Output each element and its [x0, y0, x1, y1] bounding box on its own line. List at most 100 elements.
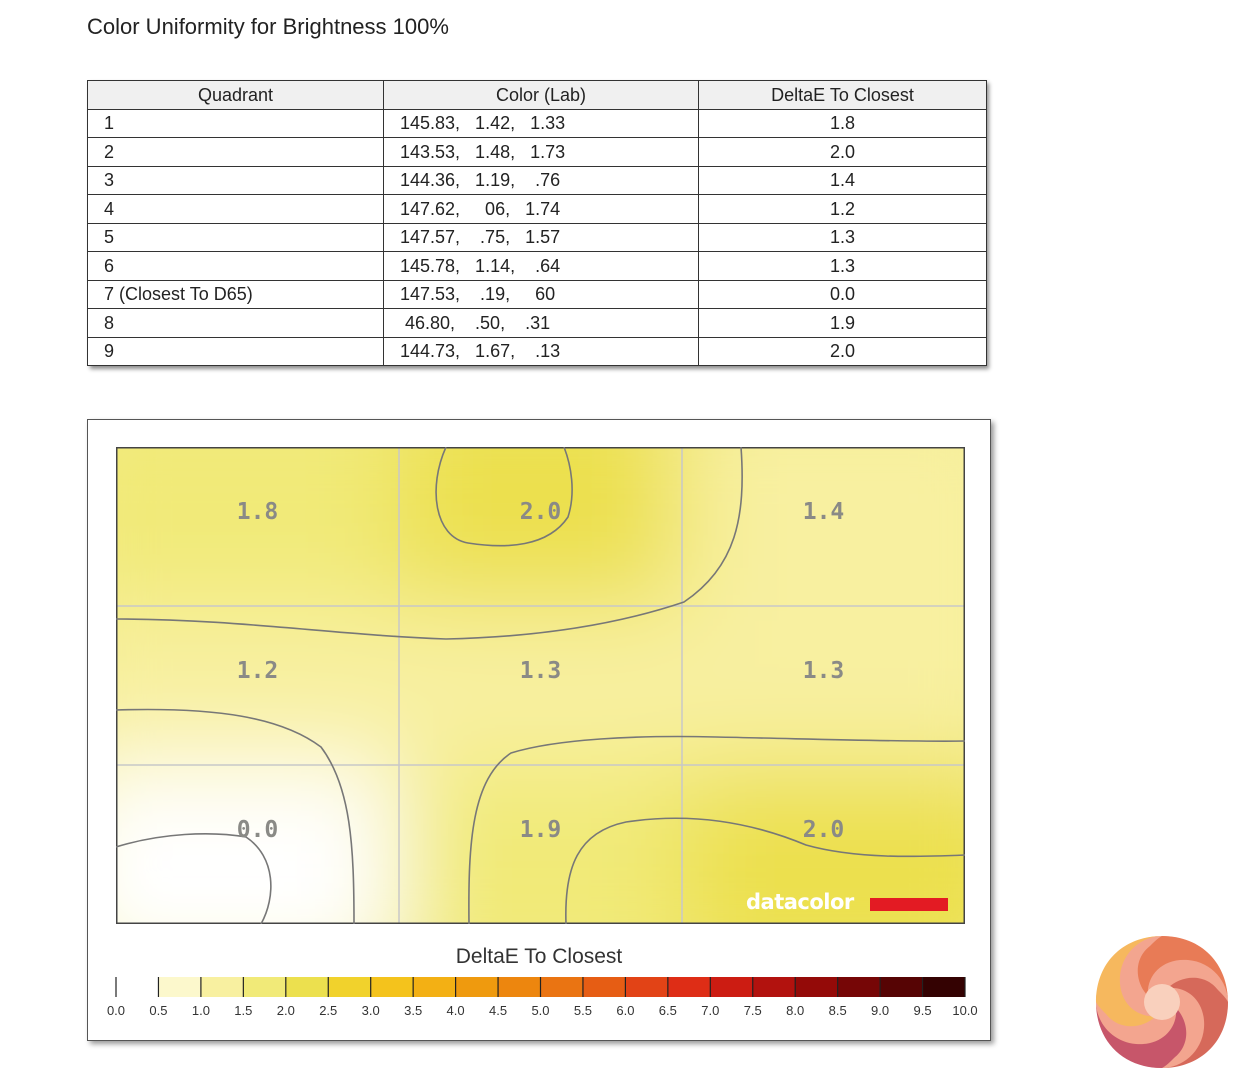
scale-segment [582, 977, 626, 997]
cell-deltae: 1.2 [698, 194, 987, 224]
cell-lab: 143.53, 1.48, 1.73 [383, 137, 699, 167]
scale-segment [880, 977, 924, 997]
scale-segment [625, 977, 669, 997]
scale-segment [540, 977, 584, 997]
scale-tick-label: 5.0 [531, 1003, 549, 1018]
scale-tick-label: 7.5 [744, 1003, 762, 1018]
scale-tick-label: 0.0 [107, 1003, 125, 1018]
scale-tick-label: 2.5 [319, 1003, 337, 1018]
scale-segment [922, 977, 966, 997]
scale-tick-label: 3.0 [362, 1003, 380, 1018]
contour-line [116, 708, 355, 924]
scale-tick-label: 8.0 [786, 1003, 804, 1018]
cell-value-label: 2.0 [520, 499, 562, 525]
uniformity-heatmap: 1.8 2.0 1.4 1.2 1.3 1.3 0.0 1.9 2.0 [116, 447, 965, 924]
table-row: 1 145.83, 1.42, 1.33 1.8 [87, 108, 987, 138]
cell-lab: 46.80, .50, .31 [383, 308, 699, 338]
scale-segment [370, 977, 414, 997]
heatmap-hotspot [116, 824, 271, 924]
cell-deltae: 2.0 [698, 336, 987, 366]
table-row: 8 46.80, .50, .31 1.9 [87, 308, 987, 338]
uniformity-chart-panel: 1.8 2.0 1.4 1.2 1.3 1.3 0.0 1.9 2.0 datacolor De… [87, 419, 991, 1041]
scale-segment [158, 977, 202, 997]
header-deltae: DeltaE To Closest [698, 80, 987, 110]
cell-quadrant: 7 (Closest To D65) [87, 279, 384, 309]
table-row: 6 145.78, 1.14, .64 1.3 [87, 251, 987, 281]
table-row: 4 147.62, 06, 1.74 1.2 [87, 194, 987, 224]
scale-segment [710, 977, 754, 997]
cell-value-label: 1.9 [520, 817, 562, 843]
cell-deltae: 1.4 [698, 165, 987, 195]
cell-quadrant: 1 [87, 108, 384, 138]
cell-lab: 145.78, 1.14, .64 [383, 251, 699, 281]
cell-quadrant: 4 [87, 194, 384, 224]
header-color-lab: Color (Lab) [383, 80, 699, 110]
scale-tick-label: 6.0 [616, 1003, 634, 1018]
cell-deltae: 2.0 [698, 137, 987, 167]
scale-tick-label: 9.5 [914, 1003, 932, 1018]
datacolor-watermark: datacolor [746, 890, 854, 914]
cell-value-label: 0.0 [237, 817, 279, 843]
cell-deltae: 1.8 [698, 108, 987, 138]
scale-segment [795, 977, 839, 997]
cell-lab: 145.83, 1.42, 1.33 [383, 108, 699, 138]
cell-deltae: 1.3 [698, 251, 987, 281]
scale-tick-label: 9.0 [871, 1003, 889, 1018]
cell-value-label: 2.0 [803, 817, 845, 843]
table-row: 9 144.73, 1.67, .13 2.0 [87, 336, 987, 366]
scale-tick-label: 10.0 [952, 1003, 977, 1018]
header-quadrant: Quadrant [87, 80, 384, 110]
uniformity-table-container: Quadrant Color (Lab) DeltaE To Closest 1… [87, 80, 987, 366]
scale-tick-label: 1.0 [192, 1003, 210, 1018]
contour-line [435, 447, 573, 547]
cell-quadrant: 6 [87, 251, 384, 281]
contour-line [116, 447, 743, 640]
kitguru-logo [1096, 936, 1228, 1068]
heatmap-cell [116, 447, 399, 606]
cell-lab: 144.36, 1.19, .76 [383, 165, 699, 195]
scale-segment [667, 977, 711, 997]
legend-title: DeltaE To Closest [455, 945, 623, 968]
scale-tick-label: 8.5 [829, 1003, 847, 1018]
contour-line [565, 817, 965, 924]
table-header-row: Quadrant Color (Lab) DeltaE To Closest [87, 80, 987, 110]
scale-segment [328, 977, 372, 997]
cell-quadrant: 9 [87, 336, 384, 366]
table-row: 3 144.36, 1.19, .76 1.4 [87, 165, 987, 195]
cell-value-label: 1.8 [237, 499, 279, 525]
scale-tick-label: 4.5 [489, 1003, 507, 1018]
cell-deltae: 1.3 [698, 222, 987, 252]
table-row: 7 (Closest To D65) 147.53, .19, 60 0.0 [87, 279, 987, 309]
cell-value-label: 1.4 [803, 499, 845, 525]
scale-segment [498, 977, 541, 997]
scale-tick-label: 4.0 [447, 1003, 465, 1018]
cell-lab: 147.57, .75, 1.57 [383, 222, 699, 252]
cell-quadrant: 5 [87, 222, 384, 252]
scale-segment [285, 977, 329, 997]
table-row: 2 143.53, 1.48, 1.73 2.0 [87, 137, 987, 167]
scale-segment [243, 977, 287, 997]
cell-value-label: 1.3 [803, 658, 845, 684]
scale-segment [116, 977, 159, 997]
scale-tick-label: 7.0 [701, 1003, 719, 1018]
scale-tick-label: 5.5 [574, 1003, 592, 1018]
scale-segment [837, 977, 881, 997]
scale-tick-label: 1.5 [234, 1003, 252, 1018]
plot-border [116, 447, 965, 924]
scale-segment [455, 977, 499, 997]
cell-value-label: 1.2 [237, 658, 279, 684]
scale-tick-label: 2.0 [277, 1003, 295, 1018]
table-row: 5 147.57, .75, 1.57 1.3 [87, 222, 987, 252]
heatmap-cell [399, 447, 682, 606]
heatmap-cell [399, 606, 682, 765]
contour-line [468, 735, 965, 924]
cell-deltae: 0.0 [698, 279, 987, 309]
cell-lab: 144.73, 1.67, .13 [383, 336, 699, 366]
cell-quadrant: 3 [87, 165, 384, 195]
scale-tick-label: 6.5 [659, 1003, 677, 1018]
contour-line [116, 833, 272, 924]
uniformity-table: Quadrant Color (Lab) DeltaE To Closest 1… [87, 80, 987, 366]
heatmap-cell [682, 447, 965, 606]
heatmap-cell [682, 765, 965, 924]
cell-deltae: 1.9 [698, 308, 987, 338]
